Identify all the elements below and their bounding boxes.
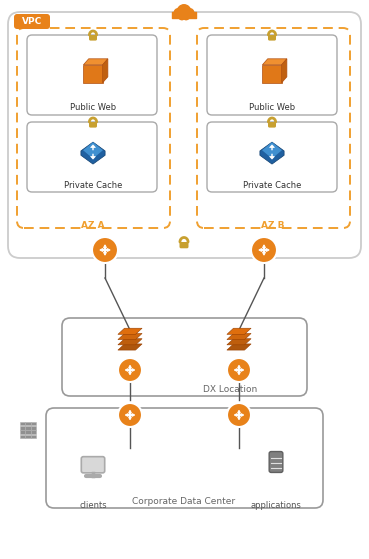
FancyArrow shape <box>238 414 244 416</box>
FancyArrow shape <box>125 414 131 416</box>
FancyBboxPatch shape <box>269 452 283 472</box>
Polygon shape <box>227 328 251 334</box>
Circle shape <box>178 12 186 20</box>
Polygon shape <box>227 344 251 350</box>
Bar <box>31 422 36 425</box>
FancyArrow shape <box>125 369 131 371</box>
Bar <box>31 430 36 434</box>
FancyBboxPatch shape <box>27 122 157 192</box>
FancyArrow shape <box>263 249 265 255</box>
Polygon shape <box>83 142 103 159</box>
FancyBboxPatch shape <box>268 122 276 127</box>
Polygon shape <box>118 344 142 350</box>
Bar <box>31 426 36 430</box>
FancyBboxPatch shape <box>14 14 50 29</box>
FancyBboxPatch shape <box>62 318 307 396</box>
Polygon shape <box>260 142 284 164</box>
FancyArrow shape <box>259 249 265 252</box>
Circle shape <box>227 403 251 427</box>
Polygon shape <box>262 59 287 65</box>
FancyArrow shape <box>90 154 96 159</box>
Bar <box>20 430 25 434</box>
Circle shape <box>184 8 194 18</box>
FancyArrow shape <box>270 145 275 150</box>
Bar <box>20 422 25 425</box>
FancyArrow shape <box>263 245 265 251</box>
Bar <box>25 430 31 434</box>
FancyArrow shape <box>234 414 240 416</box>
FancyArrow shape <box>263 249 269 252</box>
Bar <box>20 434 25 438</box>
Circle shape <box>118 403 142 427</box>
Polygon shape <box>103 59 108 83</box>
Polygon shape <box>227 339 251 345</box>
Polygon shape <box>282 59 287 83</box>
FancyBboxPatch shape <box>268 35 276 41</box>
Circle shape <box>92 237 118 263</box>
Circle shape <box>177 4 191 18</box>
Circle shape <box>182 12 190 20</box>
Text: DX Location: DX Location <box>203 386 257 395</box>
Text: Public Web: Public Web <box>70 103 116 112</box>
FancyArrow shape <box>129 369 135 371</box>
Text: Corporate Data Center: Corporate Data Center <box>132 498 235 506</box>
Bar <box>31 434 36 438</box>
Bar <box>25 422 31 425</box>
Polygon shape <box>118 334 142 340</box>
FancyArrow shape <box>104 249 106 255</box>
FancyBboxPatch shape <box>27 35 157 115</box>
Text: Private Cache: Private Cache <box>64 181 122 190</box>
Polygon shape <box>81 142 105 164</box>
Text: applications: applications <box>251 500 301 509</box>
Polygon shape <box>118 339 142 345</box>
FancyArrow shape <box>238 410 240 416</box>
Text: AZ B: AZ B <box>261 220 285 230</box>
Bar <box>20 426 25 430</box>
FancyArrow shape <box>129 410 131 416</box>
FancyArrow shape <box>104 249 110 252</box>
Circle shape <box>173 8 184 18</box>
FancyBboxPatch shape <box>207 122 337 192</box>
FancyArrow shape <box>238 414 240 420</box>
Circle shape <box>118 358 142 382</box>
Polygon shape <box>118 328 142 334</box>
Text: AZ A: AZ A <box>81 220 105 230</box>
Text: Public Web: Public Web <box>249 103 295 112</box>
Polygon shape <box>83 59 108 65</box>
FancyArrow shape <box>270 154 275 159</box>
Polygon shape <box>262 142 282 159</box>
FancyArrow shape <box>129 414 135 416</box>
Circle shape <box>251 237 277 263</box>
FancyBboxPatch shape <box>8 12 361 258</box>
Circle shape <box>227 358 251 382</box>
Bar <box>25 434 31 438</box>
FancyBboxPatch shape <box>179 242 189 248</box>
FancyArrow shape <box>234 369 240 371</box>
FancyBboxPatch shape <box>46 408 323 508</box>
Bar <box>25 426 31 430</box>
FancyArrow shape <box>104 245 106 251</box>
FancyArrow shape <box>129 369 131 375</box>
FancyArrow shape <box>100 249 106 252</box>
Polygon shape <box>262 65 282 83</box>
FancyBboxPatch shape <box>89 35 97 41</box>
Text: Private Cache: Private Cache <box>243 181 301 190</box>
Polygon shape <box>83 65 103 83</box>
FancyBboxPatch shape <box>89 122 97 127</box>
Text: clients: clients <box>79 500 107 509</box>
FancyArrow shape <box>129 414 131 420</box>
FancyArrow shape <box>129 366 131 371</box>
Text: VPC: VPC <box>22 17 42 26</box>
FancyArrow shape <box>238 369 240 375</box>
FancyBboxPatch shape <box>207 35 337 115</box>
Polygon shape <box>227 334 251 340</box>
FancyArrow shape <box>238 369 244 371</box>
FancyArrow shape <box>90 145 96 150</box>
FancyArrow shape <box>238 366 240 371</box>
FancyBboxPatch shape <box>81 457 105 473</box>
